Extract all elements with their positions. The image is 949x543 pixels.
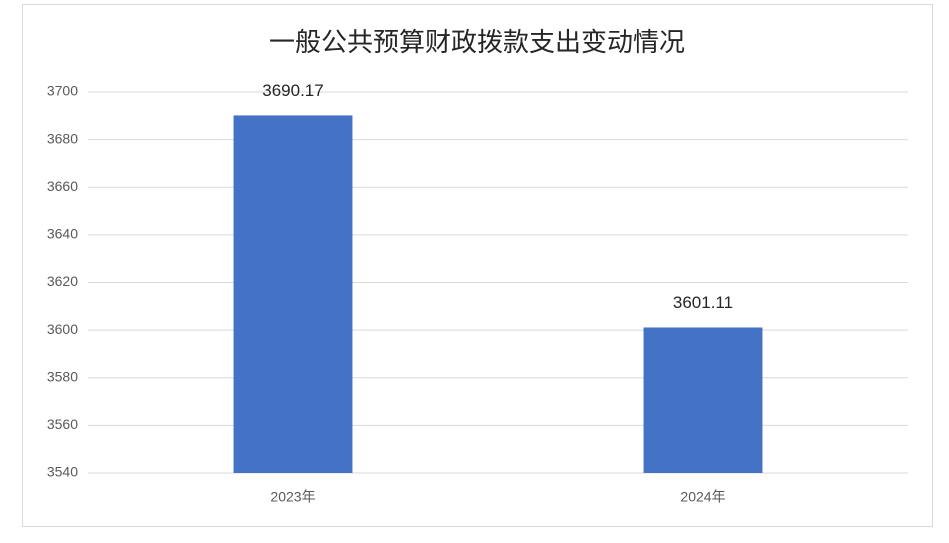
bar bbox=[643, 327, 763, 473]
x-tick-label: 2024年 bbox=[680, 489, 725, 505]
y-tick-label: 3600 bbox=[47, 321, 78, 337]
chart-frame bbox=[22, 4, 933, 527]
y-tick-label: 3680 bbox=[47, 130, 78, 146]
y-tick-label: 3700 bbox=[47, 83, 78, 99]
chart-title: 一般公共预算财政拨款支出变动情况 bbox=[269, 28, 685, 58]
y-tick-label: 3620 bbox=[47, 273, 78, 289]
y-tick-label: 3560 bbox=[47, 416, 78, 432]
y-tick-label: 3660 bbox=[47, 178, 78, 194]
y-tick-label: 3640 bbox=[47, 226, 78, 242]
value-label: 3690.17 bbox=[262, 81, 323, 100]
bar bbox=[233, 115, 353, 473]
y-tick-label: 3540 bbox=[47, 464, 78, 480]
value-label: 3601.11 bbox=[673, 293, 733, 312]
y-tick-label: 3580 bbox=[47, 368, 78, 384]
x-tick-label: 2023年 bbox=[270, 489, 315, 505]
